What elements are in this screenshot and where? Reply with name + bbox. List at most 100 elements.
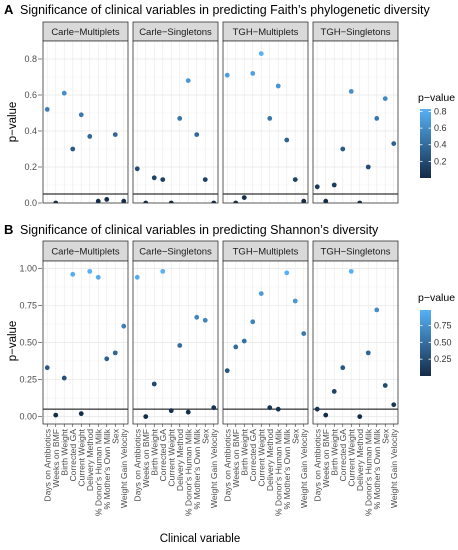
x-tick-label: Delivery Method <box>265 429 275 491</box>
data-point <box>185 409 191 415</box>
x-tick-label: Sex <box>110 428 120 444</box>
data-point <box>348 89 354 94</box>
data-points <box>44 268 127 418</box>
y-axis-title: p−value <box>7 321 19 362</box>
facet-carle-singletons: Carle−Singletons <box>132 21 219 204</box>
x-tick-label: % Mother's Own Milk <box>192 428 202 509</box>
data-point <box>284 270 290 276</box>
data-point <box>241 338 247 344</box>
data-point <box>70 146 76 152</box>
data-points <box>224 270 307 412</box>
legend-title: p−value <box>418 92 455 104</box>
y-tick-label: 0.0 <box>24 198 37 208</box>
data-point <box>292 177 298 183</box>
x-tick-label: Current Weight <box>76 428 86 486</box>
facet-strip-label: Carle−Singletons <box>139 27 212 38</box>
facet-background <box>313 41 398 203</box>
data-point <box>202 317 208 323</box>
x-tick-label: Weight Gain Velocity <box>389 428 399 508</box>
legend-title: p−value <box>418 292 455 304</box>
data-point <box>241 195 247 201</box>
data-point <box>61 90 67 96</box>
legend-tick-label: 0.8 <box>434 106 447 116</box>
legend-colorbar <box>420 310 431 376</box>
data-point <box>267 405 273 411</box>
data-point <box>301 331 307 337</box>
facet-grid <box>313 261 398 424</box>
data-point <box>340 365 346 371</box>
data-point <box>44 365 50 371</box>
x-tick-label: Days on Antibiotics <box>132 429 142 502</box>
x-tick-label: Delivery Method <box>85 429 95 491</box>
facet-background <box>43 41 128 203</box>
data-point <box>53 412 59 418</box>
x-tick-label: Days on Antibiotics <box>222 429 232 502</box>
data-point <box>314 406 320 412</box>
facet-border <box>132 40 219 204</box>
facet-background <box>133 41 218 203</box>
data-point <box>233 344 239 350</box>
panel-label: B <box>4 222 13 237</box>
x-tick-label: Birth Weight <box>329 428 339 475</box>
legend-tick-label: 0.75 <box>434 320 452 330</box>
data-point <box>233 200 239 203</box>
data-point <box>357 414 363 419</box>
legend: p−value 0.2 0.4 0.6 0.8 <box>418 92 455 178</box>
x-axis-title: Clinical variable <box>160 533 241 545</box>
x-tick-label: % Donor's Human Milk <box>273 428 283 516</box>
x-tick-label: Birth Weight <box>59 428 69 475</box>
chart-title: Significance of clinical variables in pr… <box>20 223 379 237</box>
x-tick-label: % Mother's Own Milk <box>282 428 292 509</box>
data-points <box>224 51 307 203</box>
data-point <box>323 412 329 418</box>
facet-strip-label: TGH−Multiplets <box>233 247 299 258</box>
panel-B: B Significance of clinical variables in p… <box>4 222 455 545</box>
facet-grid <box>313 41 398 203</box>
y-tick-label: 0.8 <box>24 54 37 64</box>
facet-carle-multiplets: Carle−Multiplets <box>42 21 129 204</box>
facet-border <box>132 260 219 425</box>
data-point <box>185 78 191 83</box>
data-point <box>340 146 346 152</box>
x-tick-label: Corrected GA <box>248 429 258 482</box>
data-point <box>382 96 388 101</box>
data-point <box>275 83 281 89</box>
x-tick-label: Current Weight <box>346 428 356 486</box>
x-tick-label: Weeks on BMF <box>51 429 61 488</box>
facet-grid <box>223 261 308 424</box>
facet-grid <box>223 41 308 203</box>
data-point <box>53 200 59 203</box>
panel-label: A <box>4 2 14 17</box>
data-point <box>104 197 110 202</box>
data-points <box>44 90 127 203</box>
x-tick-label: % Donor's Human Milk <box>183 428 193 516</box>
chart-title: Significance of clinical variables in pr… <box>20 3 430 17</box>
data-point <box>292 298 298 304</box>
facet-border <box>312 260 399 425</box>
data-point <box>250 319 256 325</box>
facet-grid <box>43 41 128 203</box>
x-tick-label: Corrected GA <box>158 429 168 482</box>
facet-carle-singletons: Carle−Singletons Days on AntibioticsWeeks… <box>132 240 219 516</box>
facet-tgh-singletons: TGH−Singletons <box>312 21 399 204</box>
data-point <box>177 343 183 348</box>
data-point <box>202 177 208 183</box>
x-tick-label: Sex <box>200 428 210 444</box>
facet-border <box>312 40 399 204</box>
facet-background <box>223 41 308 203</box>
x-tick-label: Weight Gain Velocity <box>119 428 129 508</box>
legend-tick-label: 0.6 <box>434 123 447 133</box>
data-point <box>95 274 101 280</box>
data-point <box>357 200 363 203</box>
data-point <box>44 107 50 112</box>
data-point <box>365 164 371 170</box>
data-point <box>224 368 230 374</box>
x-tick-label: % Mother's Own Milk <box>102 428 112 509</box>
data-point <box>314 184 320 190</box>
y-tick-label: 0.25 <box>19 375 37 385</box>
x-tick-label: Current Weight <box>166 428 176 486</box>
facet-carle-multiplets: Carle−Multiplets Days on AntibioticsWeeks… <box>42 240 129 516</box>
